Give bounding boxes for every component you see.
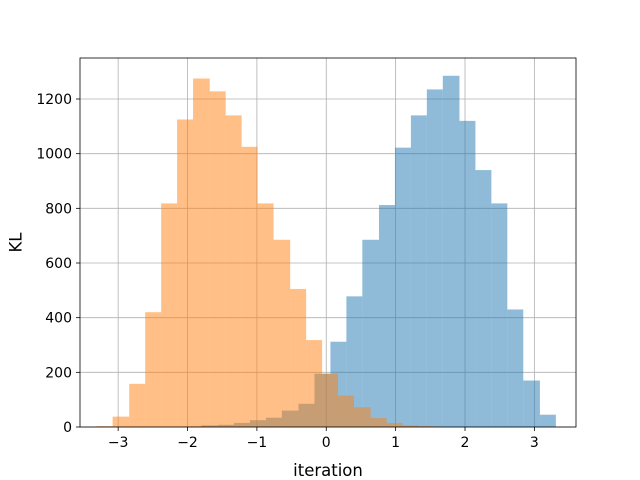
- histogram-bar-series-1: [378, 205, 395, 427]
- histogram-bar-series-1: [475, 170, 492, 428]
- x-axis-label: iteration: [293, 461, 363, 480]
- y-tick-label: 600: [45, 256, 72, 272]
- histogram-bar-series-1: [362, 239, 379, 427]
- histogram-bar-series-2: [370, 417, 387, 427]
- histogram-bar-series-2: [418, 426, 435, 427]
- histogram-bar-series-1: [346, 296, 363, 427]
- histogram-bar-series-2: [112, 416, 130, 427]
- axis-ticks: −3 −2 −1 0 1 2 3 0 200 400 600 800 1000 1200: [36, 92, 538, 451]
- histogram-bar-series-2: [129, 383, 146, 427]
- histogram-bar-series-2: [402, 425, 419, 427]
- y-tick-label: 1200: [36, 92, 72, 108]
- histogram-bar-series-2: [306, 340, 323, 427]
- histogram-bar-series-1: [459, 120, 476, 427]
- histogram-bars: [96, 75, 556, 428]
- histogram-bar-series-2: [96, 426, 113, 427]
- histogram-bar-series-1: [410, 115, 427, 428]
- histogram-bar-series-2: [145, 312, 162, 427]
- histogram-bar-series-1: [394, 147, 411, 428]
- histogram-bar-series-2: [177, 119, 194, 427]
- x-tick-label: 0: [322, 435, 331, 451]
- y-tick-label: 200: [45, 365, 72, 381]
- histogram-bar-series-2: [386, 422, 403, 427]
- histogram-bar-series-2: [338, 395, 355, 427]
- histogram-bar-series-2: [322, 373, 339, 427]
- x-tick-label: 1: [391, 435, 400, 451]
- histogram-bar-series-2: [354, 407, 371, 427]
- y-tick-label: 800: [45, 201, 72, 217]
- y-axis-label: KL: [7, 232, 26, 253]
- y-tick-label: 0: [63, 420, 72, 436]
- histogram-bar-series-1: [426, 89, 443, 427]
- histogram-bar-series-1: [507, 309, 524, 427]
- x-tick-label: −1: [247, 435, 268, 451]
- x-tick-label: 2: [461, 435, 470, 451]
- x-tick-label: −3: [108, 435, 129, 451]
- y-tick-label: 400: [45, 311, 72, 327]
- histogram-bar-series-2: [161, 203, 178, 427]
- y-tick-label: 1000: [36, 147, 72, 163]
- histogram-bar-series-2: [241, 146, 258, 428]
- histogram-bar-series-2: [193, 78, 210, 427]
- histogram-bar-series-1: [442, 75, 460, 428]
- axes-frame: [79, 57, 577, 428]
- histogram-bar-series-1: [523, 380, 540, 427]
- histogram-bar-series-2: [209, 91, 226, 427]
- histogram-bar-series-2: [290, 288, 307, 427]
- histogram-bar-series-1: [491, 203, 508, 427]
- x-tick-label: −2: [177, 435, 198, 451]
- x-tick-label: 3: [530, 435, 539, 451]
- histogram-bar-series-2: [225, 115, 242, 428]
- histogram-bar-series-2: [257, 203, 274, 427]
- histogram-bar-series-2: [273, 239, 291, 427]
- histogram-bar-series-1: [539, 414, 556, 427]
